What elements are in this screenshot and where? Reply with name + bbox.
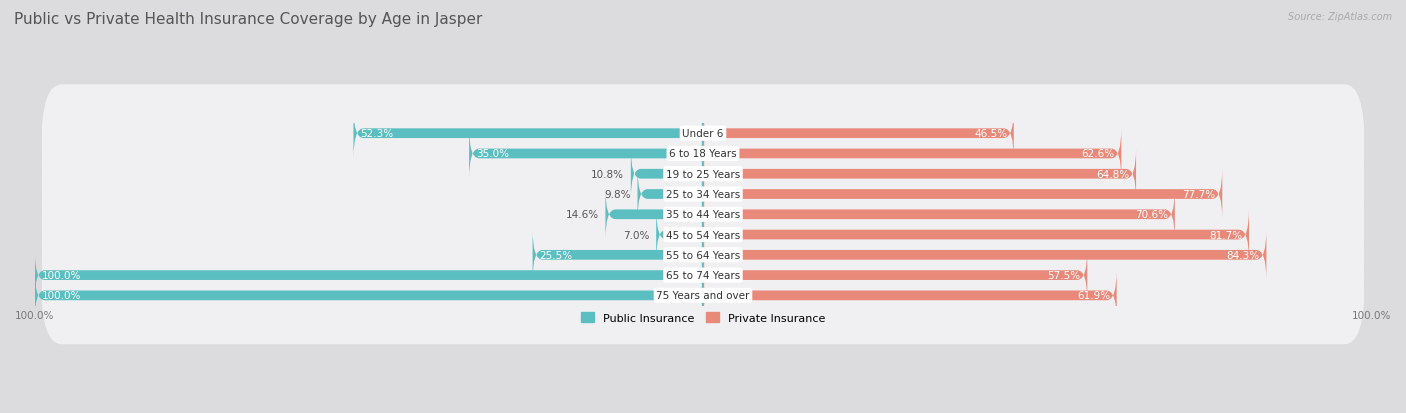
FancyBboxPatch shape	[703, 169, 1222, 220]
FancyBboxPatch shape	[41, 85, 1365, 183]
FancyBboxPatch shape	[703, 189, 1175, 240]
FancyBboxPatch shape	[703, 250, 1087, 301]
FancyBboxPatch shape	[35, 270, 703, 321]
Text: 9.8%: 9.8%	[605, 190, 631, 199]
Text: 65 to 74 Years: 65 to 74 Years	[666, 271, 740, 280]
Text: 100.0%: 100.0%	[41, 271, 80, 280]
Text: 81.7%: 81.7%	[1209, 230, 1243, 240]
Text: 70.6%: 70.6%	[1135, 210, 1168, 220]
Text: 61.9%: 61.9%	[1077, 291, 1109, 301]
Text: 35 to 44 Years: 35 to 44 Years	[666, 210, 740, 220]
Text: 84.3%: 84.3%	[1226, 250, 1260, 260]
Text: 62.6%: 62.6%	[1081, 149, 1115, 159]
Text: 52.3%: 52.3%	[360, 129, 394, 139]
FancyBboxPatch shape	[533, 230, 703, 281]
Text: 25 to 34 Years: 25 to 34 Years	[666, 190, 740, 199]
FancyBboxPatch shape	[703, 230, 1267, 281]
FancyBboxPatch shape	[703, 149, 1136, 200]
Text: 77.7%: 77.7%	[1182, 190, 1216, 199]
FancyBboxPatch shape	[353, 108, 703, 159]
Text: 19 to 25 Years: 19 to 25 Years	[666, 169, 740, 179]
FancyBboxPatch shape	[703, 108, 1014, 159]
FancyBboxPatch shape	[470, 128, 703, 180]
Text: 6 to 18 Years: 6 to 18 Years	[669, 149, 737, 159]
FancyBboxPatch shape	[631, 149, 703, 200]
Text: Source: ZipAtlas.com: Source: ZipAtlas.com	[1288, 12, 1392, 22]
FancyBboxPatch shape	[41, 146, 1365, 243]
FancyBboxPatch shape	[41, 126, 1365, 223]
Text: 7.0%: 7.0%	[623, 230, 650, 240]
Text: Public vs Private Health Insurance Coverage by Age in Jasper: Public vs Private Health Insurance Cover…	[14, 12, 482, 27]
FancyBboxPatch shape	[703, 128, 1122, 180]
FancyBboxPatch shape	[41, 227, 1365, 324]
Text: 14.6%: 14.6%	[565, 210, 599, 220]
FancyBboxPatch shape	[41, 206, 1365, 304]
Text: 57.5%: 57.5%	[1047, 271, 1081, 280]
FancyBboxPatch shape	[41, 105, 1365, 203]
Text: 75 Years and over: 75 Years and over	[657, 291, 749, 301]
Text: Under 6: Under 6	[682, 129, 724, 139]
Text: 46.5%: 46.5%	[974, 129, 1007, 139]
FancyBboxPatch shape	[41, 247, 1365, 344]
FancyBboxPatch shape	[637, 169, 703, 220]
Text: 25.5%: 25.5%	[540, 250, 572, 260]
Text: 64.8%: 64.8%	[1097, 169, 1129, 179]
FancyBboxPatch shape	[41, 166, 1365, 263]
Legend: Public Insurance, Private Insurance: Public Insurance, Private Insurance	[576, 308, 830, 328]
FancyBboxPatch shape	[606, 189, 703, 240]
Text: 45 to 54 Years: 45 to 54 Years	[666, 230, 740, 240]
FancyBboxPatch shape	[35, 250, 703, 301]
Text: 35.0%: 35.0%	[475, 149, 509, 159]
Text: 100.0%: 100.0%	[41, 291, 80, 301]
FancyBboxPatch shape	[703, 209, 1249, 261]
Text: 10.8%: 10.8%	[591, 169, 624, 179]
FancyBboxPatch shape	[657, 209, 703, 261]
FancyBboxPatch shape	[703, 270, 1116, 321]
FancyBboxPatch shape	[41, 186, 1365, 284]
Text: 55 to 64 Years: 55 to 64 Years	[666, 250, 740, 260]
